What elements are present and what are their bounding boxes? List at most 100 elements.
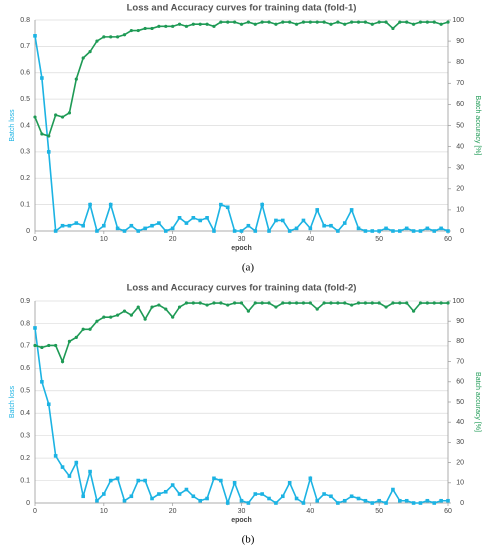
- x-tick-label: 0: [33, 236, 37, 243]
- point: [267, 496, 271, 501]
- point: [349, 208, 354, 212]
- y2-tick-label: 80: [456, 338, 464, 345]
- point: [136, 28, 140, 33]
- point: [370, 22, 374, 26]
- point: [136, 229, 141, 233]
- point: [308, 476, 313, 481]
- point: [67, 223, 72, 228]
- point: [67, 111, 72, 115]
- point: [102, 35, 106, 39]
- point: [322, 301, 326, 305]
- point: [226, 20, 230, 24]
- point: [233, 301, 237, 305]
- point: [246, 20, 250, 24]
- point: [363, 301, 367, 305]
- y2-tick-label: 0: [460, 228, 464, 235]
- point: [81, 327, 85, 331]
- point: [115, 226, 120, 231]
- point: [343, 301, 347, 305]
- point: [274, 218, 278, 223]
- x-tick-label: 20: [169, 236, 177, 243]
- y-tick-label: 0.7: [20, 43, 30, 50]
- point: [150, 496, 154, 501]
- y2-tick-label: 100: [452, 17, 464, 24]
- point: [391, 301, 395, 305]
- point: [225, 205, 230, 210]
- point: [342, 498, 347, 503]
- point: [356, 496, 361, 501]
- point: [336, 501, 340, 505]
- point: [260, 492, 264, 496]
- series-line: [34, 21, 449, 138]
- caption: (a): [242, 262, 255, 274]
- point: [198, 22, 202, 26]
- point: [95, 319, 99, 323]
- y2-tick-label: 30: [456, 439, 464, 446]
- point: [377, 229, 381, 233]
- point: [274, 305, 278, 309]
- point: [74, 221, 79, 225]
- point: [329, 223, 333, 228]
- point: [108, 202, 113, 207]
- point: [446, 20, 450, 24]
- point: [109, 315, 113, 319]
- x-tick-label: 20: [169, 508, 177, 515]
- point: [384, 305, 388, 309]
- point: [198, 301, 202, 305]
- point: [350, 20, 354, 24]
- point: [115, 476, 120, 481]
- point: [253, 229, 258, 233]
- point: [384, 226, 388, 231]
- point: [212, 301, 216, 305]
- point: [40, 380, 44, 384]
- point: [370, 501, 375, 505]
- point: [150, 305, 154, 309]
- point: [336, 301, 340, 305]
- y2-tick-label: 20: [456, 459, 464, 466]
- point: [88, 327, 92, 331]
- y2-tick-label: 50: [456, 122, 464, 129]
- point: [198, 218, 202, 223]
- point: [212, 24, 216, 28]
- y-tick-label: 0.6: [20, 70, 30, 77]
- point: [122, 33, 127, 37]
- point: [40, 345, 44, 350]
- point: [281, 20, 285, 24]
- point: [404, 226, 409, 231]
- point: [67, 474, 72, 478]
- point: [260, 301, 264, 305]
- point: [377, 498, 381, 503]
- point: [163, 229, 168, 233]
- point: [336, 229, 340, 233]
- point: [184, 301, 189, 305]
- point: [54, 113, 58, 117]
- point: [377, 301, 381, 305]
- point: [184, 24, 189, 28]
- y-tick-label: 0.2: [20, 175, 30, 182]
- point: [411, 22, 416, 26]
- x-tick-label: 40: [306, 236, 314, 243]
- point: [184, 221, 189, 225]
- point: [95, 39, 99, 43]
- x-tick-label: 50: [375, 508, 383, 515]
- point: [102, 315, 106, 319]
- point: [239, 301, 244, 305]
- point: [315, 208, 320, 212]
- point: [40, 76, 44, 80]
- x-tick-label: 0: [33, 508, 37, 515]
- y-tick-label: 0.3: [20, 433, 30, 440]
- point: [212, 229, 216, 233]
- point: [171, 315, 175, 319]
- point: [349, 494, 354, 499]
- series-line: [34, 302, 448, 364]
- point: [40, 132, 44, 136]
- point: [198, 498, 202, 503]
- point: [102, 223, 106, 228]
- point: [398, 498, 402, 503]
- series-line: [34, 35, 449, 234]
- point: [81, 494, 85, 499]
- y-tick-label: 0.5: [20, 96, 30, 103]
- point: [219, 301, 223, 305]
- point: [191, 216, 196, 220]
